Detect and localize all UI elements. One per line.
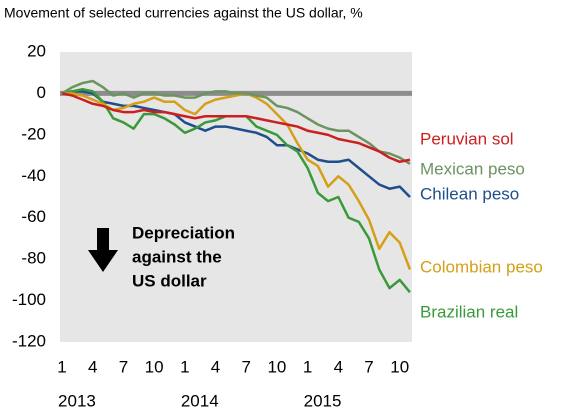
annotation: US dollar bbox=[132, 271, 207, 290]
x-tick-label: 4 bbox=[88, 357, 97, 376]
series-line bbox=[61, 90, 411, 198]
y-tick-label: -60 bbox=[21, 207, 46, 226]
legend-label: Peruvian sol bbox=[420, 129, 514, 148]
x-tick-label: 1 bbox=[57, 357, 66, 376]
x-tick-label: 4 bbox=[334, 357, 343, 376]
y-tick-label: -100 bbox=[12, 290, 46, 309]
annotation: Depreciation bbox=[132, 223, 235, 242]
chart-title: Movement of selected currencies against … bbox=[4, 5, 363, 21]
y-tick-label: 20 bbox=[27, 41, 46, 60]
x-tick-label: 7 bbox=[241, 357, 250, 376]
annotation: against the bbox=[132, 247, 222, 266]
x-tick-label: 10 bbox=[145, 357, 164, 376]
legend-label: Brazilian real bbox=[420, 302, 518, 321]
y-tick-label: -40 bbox=[21, 166, 46, 185]
series-line bbox=[62, 92, 412, 270]
y-tick-label: -80 bbox=[21, 249, 46, 268]
legend-label: Colombian peso bbox=[420, 257, 543, 276]
arrow bbox=[88, 228, 118, 272]
x-tick-label: 7 bbox=[364, 357, 373, 376]
legend-label: Chilean peso bbox=[420, 184, 519, 203]
year-label: 2014 bbox=[181, 391, 219, 410]
x-tick-label: 10 bbox=[390, 357, 409, 376]
y-tick-label: -120 bbox=[12, 331, 46, 350]
x-tick-label: 10 bbox=[267, 357, 286, 376]
x-tick-label: 4 bbox=[211, 357, 220, 376]
x-tick-label: 1 bbox=[180, 357, 189, 376]
x-tick-label: 7 bbox=[119, 357, 128, 376]
series-line bbox=[61, 79, 411, 165]
year-label: 2013 bbox=[58, 391, 96, 410]
x-tick-label: 1 bbox=[303, 357, 312, 376]
y-tick-label: -20 bbox=[21, 124, 46, 143]
plot-area bbox=[60, 52, 412, 342]
series-line bbox=[61, 92, 411, 164]
year-label: 2015 bbox=[304, 391, 342, 410]
legend-label: Mexican peso bbox=[420, 159, 525, 178]
y-tick-label: 0 bbox=[37, 83, 46, 102]
